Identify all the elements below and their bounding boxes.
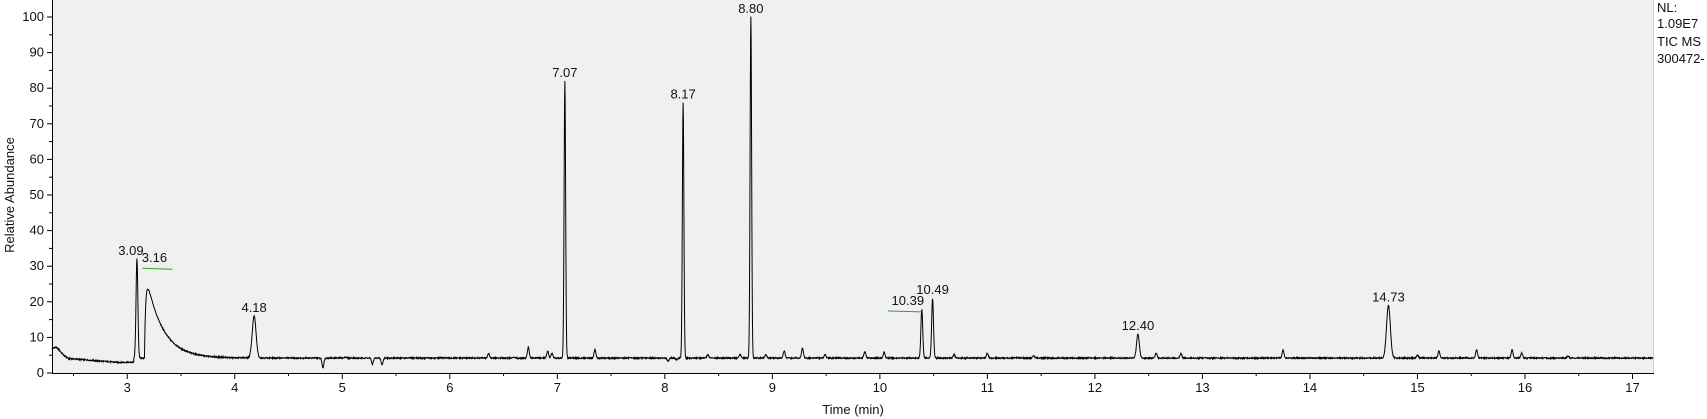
x-tick-label-11: 11: [981, 380, 995, 395]
info-line-filter: TIC MS: [1657, 34, 1701, 49]
info-line-nl: NL:: [1657, 0, 1677, 15]
y-tick-label-20: 20: [30, 294, 44, 309]
y-tick-label-40: 40: [30, 223, 44, 238]
plot-area: [52, 0, 1654, 373]
x-tick-label-4: 4: [231, 380, 238, 395]
x-tick-label-5: 5: [339, 380, 346, 395]
x-tick-label-10: 10: [873, 380, 887, 395]
x-tick-label-3: 3: [124, 380, 131, 395]
y-tick-label-60: 60: [30, 151, 44, 166]
x-tick-label-9: 9: [769, 380, 776, 395]
peak-label-8.80: 8.80: [738, 1, 763, 16]
peak-label-7.07: 7.07: [552, 65, 577, 80]
tic-trace: [51, 16, 1655, 369]
x-tick-label-13: 13: [1195, 380, 1209, 395]
x-axis-title: Time (min): [822, 402, 884, 417]
y-tick-label-0: 0: [37, 365, 44, 380]
peak-label-8.17: 8.17: [670, 86, 695, 101]
y-tick-label-50: 50: [30, 187, 44, 202]
peak-label-10.49: 10.49: [916, 282, 949, 297]
y-tick-label-80: 80: [30, 80, 44, 95]
y-tick-label-100: 100: [22, 9, 44, 24]
peak-label-3.09: 3.09: [118, 243, 143, 258]
x-tick-label-12: 12: [1088, 380, 1102, 395]
peak-label-10.39: 10.39: [892, 293, 925, 308]
y-tick-label-70: 70: [30, 116, 44, 131]
peak-label-12.40: 12.40: [1122, 318, 1155, 333]
x-tick-label-14: 14: [1303, 380, 1317, 395]
instrument-info: NL: 1.09E7 TIC MS 300472-: [1657, 0, 1705, 66]
x-tick-label-15: 15: [1410, 380, 1424, 395]
integration-marker-10.39: [887, 310, 922, 313]
y-tick-label-30: 30: [30, 258, 44, 273]
y-axis: 0 10 20 30 40 50 60 70 80 90 100: [22, 9, 52, 380]
peak-label-14.73: 14.73: [1372, 289, 1405, 304]
x-axis: 3 4 5 6 7 8 9 10 11 12 13 14 15 16 17: [73, 373, 1640, 395]
info-line-value: 1.09E7: [1657, 16, 1698, 31]
x-tick-label-16: 16: [1518, 380, 1532, 395]
y-tick-label-90: 90: [30, 45, 44, 60]
x-tick-label-17: 17: [1625, 380, 1639, 395]
peak-label-3.16: 3.16: [142, 250, 167, 265]
x-tick-label-6: 6: [446, 380, 453, 395]
integration-markers: [142, 267, 922, 313]
peak-label-4.18: 4.18: [241, 300, 266, 315]
integration-marker-3.16: [142, 267, 173, 270]
x-tick-label-8: 8: [661, 380, 668, 395]
y-axis-title: Relative Abundance: [2, 137, 17, 253]
x-tick-label-7: 7: [554, 380, 561, 395]
y-tick-label-10: 10: [30, 329, 44, 344]
info-line-sample: 300472-: [1657, 51, 1705, 66]
